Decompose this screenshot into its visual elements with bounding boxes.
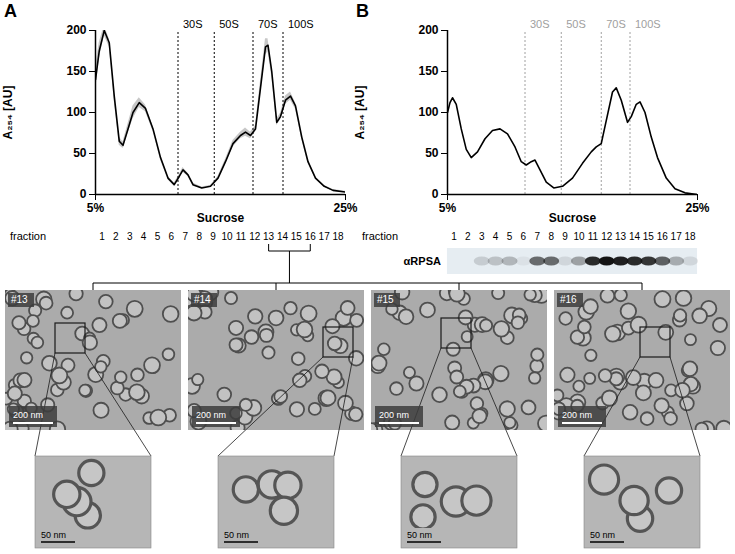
- svg-text:fraction: fraction: [362, 230, 398, 242]
- svg-text:#13: #13: [11, 294, 28, 305]
- svg-text:100S: 100S: [288, 18, 314, 30]
- svg-text:30S: 30S: [183, 18, 203, 30]
- svg-text:50S: 50S: [219, 18, 239, 30]
- svg-text:18: 18: [332, 231, 344, 242]
- svg-text:9: 9: [562, 231, 568, 242]
- svg-text:11: 11: [588, 231, 599, 242]
- svg-text:0: 0: [432, 187, 439, 201]
- svg-text:150: 150: [418, 64, 438, 78]
- svg-text:#15: #15: [377, 294, 394, 305]
- svg-text:15: 15: [291, 231, 303, 242]
- svg-text:100: 100: [418, 105, 438, 119]
- svg-text:16: 16: [305, 231, 317, 242]
- svg-text:Sucrose: Sucrose: [549, 211, 597, 225]
- svg-text:5: 5: [155, 231, 161, 242]
- svg-text:#16: #16: [560, 294, 577, 305]
- svg-text:16: 16: [657, 231, 669, 242]
- svg-text:50 nm: 50 nm: [224, 530, 249, 540]
- svg-text:A: A: [4, 1, 17, 21]
- svg-text:25%: 25%: [685, 201, 709, 215]
- svg-text:70S: 70S: [258, 18, 278, 30]
- svg-text:200: 200: [66, 23, 86, 37]
- svg-text:10: 10: [573, 231, 585, 242]
- svg-text:1: 1: [451, 231, 457, 242]
- svg-text:9: 9: [210, 231, 216, 242]
- svg-text:fraction: fraction: [10, 230, 46, 242]
- svg-text:10: 10: [221, 231, 233, 242]
- svg-text:2: 2: [465, 231, 471, 242]
- svg-text:6: 6: [521, 231, 527, 242]
- svg-text:18: 18: [684, 231, 696, 242]
- svg-text:5%: 5%: [439, 201, 457, 215]
- svg-text:12: 12: [601, 231, 613, 242]
- svg-text:50 nm: 50 nm: [590, 530, 615, 540]
- svg-text:A₂₅₄ [AU]: A₂₅₄ [AU]: [353, 86, 367, 140]
- svg-text:4: 4: [493, 231, 499, 242]
- svg-text:12: 12: [249, 231, 261, 242]
- svg-text:200: 200: [418, 23, 438, 37]
- svg-text:0: 0: [80, 187, 87, 201]
- svg-text:13: 13: [615, 231, 627, 242]
- svg-text:50: 50: [425, 146, 439, 160]
- svg-text:13: 13: [263, 231, 275, 242]
- svg-text:8: 8: [548, 231, 554, 242]
- svg-text:αRPSA: αRPSA: [404, 255, 441, 267]
- svg-text:50 nm: 50 nm: [41, 530, 66, 540]
- svg-text:15: 15: [643, 231, 655, 242]
- svg-text:25%: 25%: [333, 201, 357, 215]
- svg-text:14: 14: [277, 231, 289, 242]
- svg-text:50 nm: 50 nm: [407, 530, 432, 540]
- svg-text:100: 100: [66, 105, 86, 119]
- svg-text:50S: 50S: [566, 18, 586, 30]
- svg-text:200 nm: 200 nm: [196, 410, 226, 420]
- svg-text:3: 3: [127, 231, 133, 242]
- svg-text:7: 7: [182, 231, 188, 242]
- svg-text:200 nm: 200 nm: [13, 410, 43, 420]
- svg-text:1: 1: [99, 231, 105, 242]
- svg-text:100S: 100S: [635, 18, 661, 30]
- svg-text:70S: 70S: [606, 18, 626, 30]
- svg-text:17: 17: [671, 231, 683, 242]
- svg-text:14: 14: [629, 231, 641, 242]
- svg-text:#14: #14: [194, 294, 211, 305]
- svg-text:150: 150: [66, 64, 86, 78]
- svg-text:5: 5: [507, 231, 513, 242]
- svg-text:4: 4: [141, 231, 147, 242]
- svg-text:3: 3: [479, 231, 485, 242]
- svg-text:B: B: [356, 1, 369, 21]
- svg-text:Sucrose: Sucrose: [197, 211, 245, 225]
- svg-text:2: 2: [113, 231, 119, 242]
- svg-text:A₂₅₄ [AU]: A₂₅₄ [AU]: [1, 86, 15, 140]
- svg-text:30S: 30S: [530, 18, 550, 30]
- svg-text:7: 7: [534, 231, 540, 242]
- svg-text:17: 17: [319, 231, 331, 242]
- svg-text:5%: 5%: [87, 201, 105, 215]
- svg-text:6: 6: [169, 231, 175, 242]
- svg-text:8: 8: [196, 231, 202, 242]
- svg-text:200 nm: 200 nm: [562, 410, 592, 420]
- svg-text:11: 11: [236, 231, 247, 242]
- svg-text:50: 50: [73, 146, 87, 160]
- svg-text:200 nm: 200 nm: [379, 410, 409, 420]
